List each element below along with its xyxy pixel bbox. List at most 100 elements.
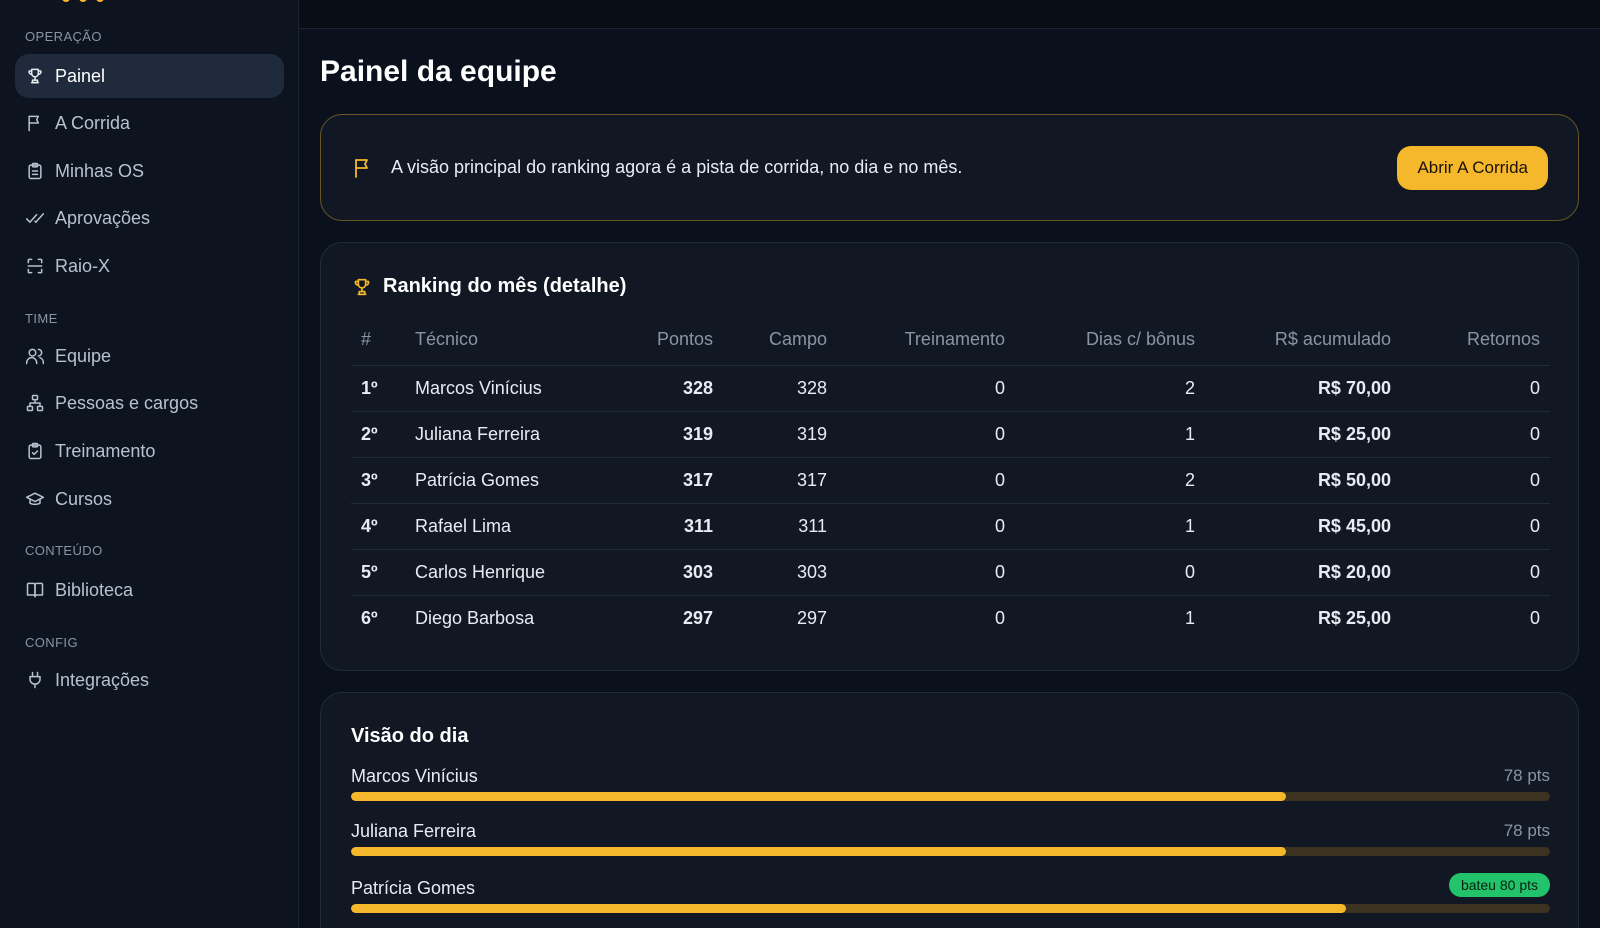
goal-reached-badge: bateu 80 pts xyxy=(1448,873,1550,897)
progress-track xyxy=(351,792,1550,801)
clipboard-icon xyxy=(25,161,45,181)
section-conteudo: CONTEÚDO xyxy=(25,543,103,558)
day-overview-title: Visão do dia xyxy=(351,725,469,747)
accumulated-amount: R$ 25,00 xyxy=(1317,607,1391,628)
returns: 0 xyxy=(1401,365,1550,412)
progress-fill xyxy=(351,792,1287,801)
technician-name: Diego Barbosa xyxy=(415,607,535,628)
open-race-button[interactable]: Abrir A Corrida xyxy=(1397,145,1548,190)
progress-fill xyxy=(351,847,1287,856)
section-operacao: OPERAÇÃO xyxy=(25,29,102,44)
book-icon xyxy=(25,580,45,600)
returns: 0 xyxy=(1529,607,1540,628)
progress-track xyxy=(351,904,1550,913)
sidebar-item-label: Pessoas e cargos xyxy=(55,392,199,413)
graduation-cap-icon xyxy=(25,489,45,509)
bonus-days: 1 xyxy=(1015,411,1205,458)
column-header: R$ acumulado xyxy=(1205,315,1401,366)
sidebar-item-aprovacoes[interactable]: Aprovações xyxy=(15,196,284,240)
clipboard-check-icon xyxy=(25,441,45,461)
sidebar-item-integracoes[interactable]: Integrações xyxy=(15,658,284,702)
column-header: Retornos xyxy=(1401,315,1550,366)
progress-fill xyxy=(351,904,1347,913)
sidebar-item-treinamento[interactable]: Treinamento xyxy=(15,429,284,473)
sidebar-item-a-corrida[interactable]: A Corrida xyxy=(15,101,284,145)
rank-position: 4º xyxy=(351,503,405,550)
org-chart-icon xyxy=(25,393,45,413)
sidebar-item-label: Treinamento xyxy=(55,440,156,461)
technician-name: Patrícia Gomes xyxy=(405,457,605,504)
banner-text: A visão principal do ranking agora é a p… xyxy=(391,157,963,177)
technician-name: Carlos Henrique xyxy=(405,549,605,596)
flag-icon xyxy=(355,158,368,178)
page-title: Painel da equipe xyxy=(320,55,557,88)
accumulated-amount: R$ 45,00 xyxy=(1205,503,1401,550)
accumulated-amount: R$ 50,00 xyxy=(1205,457,1401,504)
sidebar-item-raio-x[interactable]: Raio-X xyxy=(15,244,284,288)
table-row: 1º Marcos Vinícius 328 328 0 2 R$ 70,00 … xyxy=(351,365,1550,412)
technician-name: Juliana Ferreira xyxy=(351,821,477,841)
main-content: Painel da equipe A visão principal do ra… xyxy=(299,0,1600,928)
day-progress-row: Patrícia Gomes bateu 80 pts xyxy=(351,873,1550,918)
sidebar-item-cursos[interactable]: Cursos xyxy=(15,477,284,521)
column-header: Pontos xyxy=(605,315,723,366)
returns: 0 xyxy=(1401,503,1550,550)
training-points: 0 xyxy=(837,549,1015,596)
sidebar-item-label: Painel xyxy=(55,65,106,86)
table-row: 3º Patrícia Gomes 317 317 0 2 R$ 50,00 0 xyxy=(351,457,1550,504)
sidebar-item-label: Cursos xyxy=(55,488,113,509)
plug-icon xyxy=(25,670,45,690)
field-points: 319 xyxy=(723,411,837,458)
column-header: Técnico xyxy=(405,315,605,366)
ranking-table: # Técnico Pontos Campo Treinamento Dias … xyxy=(351,315,1550,641)
accumulated-amount: R$ 20,00 xyxy=(1205,549,1401,596)
accumulated-amount: R$ 25,00 xyxy=(1205,411,1401,458)
bonus-days: 1 xyxy=(1184,607,1195,628)
topbar xyxy=(299,0,1600,29)
sidebar-item-label: A Corrida xyxy=(55,112,131,133)
sidebar-item-biblioteca[interactable]: Biblioteca xyxy=(15,568,284,612)
table-row: 2º Juliana Ferreira 319 319 0 1 R$ 25,00… xyxy=(351,411,1550,458)
field-points: 311 xyxy=(723,503,837,550)
technician-name: Rafael Lima xyxy=(405,503,605,550)
ranking-title: Ranking do mês (detalhe) xyxy=(351,275,626,298)
sidebar-item-painel[interactable]: Painel xyxy=(15,54,284,98)
column-header: Dias c/ bônus xyxy=(1015,315,1205,366)
trophy-icon xyxy=(354,278,370,295)
technician-name: Marcos Vinícius xyxy=(351,766,478,786)
rank-position: 1º xyxy=(351,365,405,412)
sidebar-item-minhas-os[interactable]: Minhas OS xyxy=(15,149,284,193)
logo xyxy=(62,0,104,2)
sidebar-item-label: Biblioteca xyxy=(55,579,134,600)
technician-name: Patrícia Gomes xyxy=(351,878,476,898)
day-progress-row: Marcos Vinícius 78 pts xyxy=(351,766,1550,806)
sidebar: OPERAÇÃO Painel A Corrida Minhas OS Apro… xyxy=(0,0,299,928)
sidebar-item-label: Raio-X xyxy=(55,255,111,276)
table-row: 6º Diego Barbosa 297 297 0 1 R$ 25,00 0 xyxy=(351,595,1550,641)
rank-position: 2º xyxy=(351,411,405,458)
accumulated-amount: R$ 70,00 xyxy=(1205,365,1401,412)
points: 328 xyxy=(605,365,723,412)
rank-position: 3º xyxy=(351,457,405,504)
points: 319 xyxy=(605,411,723,458)
field-points: 303 xyxy=(723,549,837,596)
flag-icon xyxy=(25,113,45,133)
bonus-days: 0 xyxy=(1015,549,1205,596)
returns: 0 xyxy=(1401,411,1550,458)
column-header: # xyxy=(351,315,405,366)
returns: 0 xyxy=(1401,457,1550,504)
training-points: 0 xyxy=(837,457,1015,504)
section-time: TIME xyxy=(25,311,58,326)
points: 303 xyxy=(605,549,723,596)
rank-position: 5º xyxy=(351,549,405,596)
trophy-icon xyxy=(25,66,45,86)
day-progress-row: Juliana Ferreira 78 pts xyxy=(351,821,1550,861)
sidebar-item-pessoas-e-cargos[interactable]: Pessoas e cargos xyxy=(15,381,284,425)
points-label: 78 pts xyxy=(1503,821,1550,840)
table-header-row: # Técnico Pontos Campo Treinamento Dias … xyxy=(351,315,1550,366)
double-check-icon xyxy=(25,208,45,228)
sidebar-item-equipe[interactable]: Equipe xyxy=(15,334,284,378)
info-banner: A visão principal do ranking agora é a p… xyxy=(320,114,1579,221)
sidebar-item-label: Integrações xyxy=(55,669,150,690)
